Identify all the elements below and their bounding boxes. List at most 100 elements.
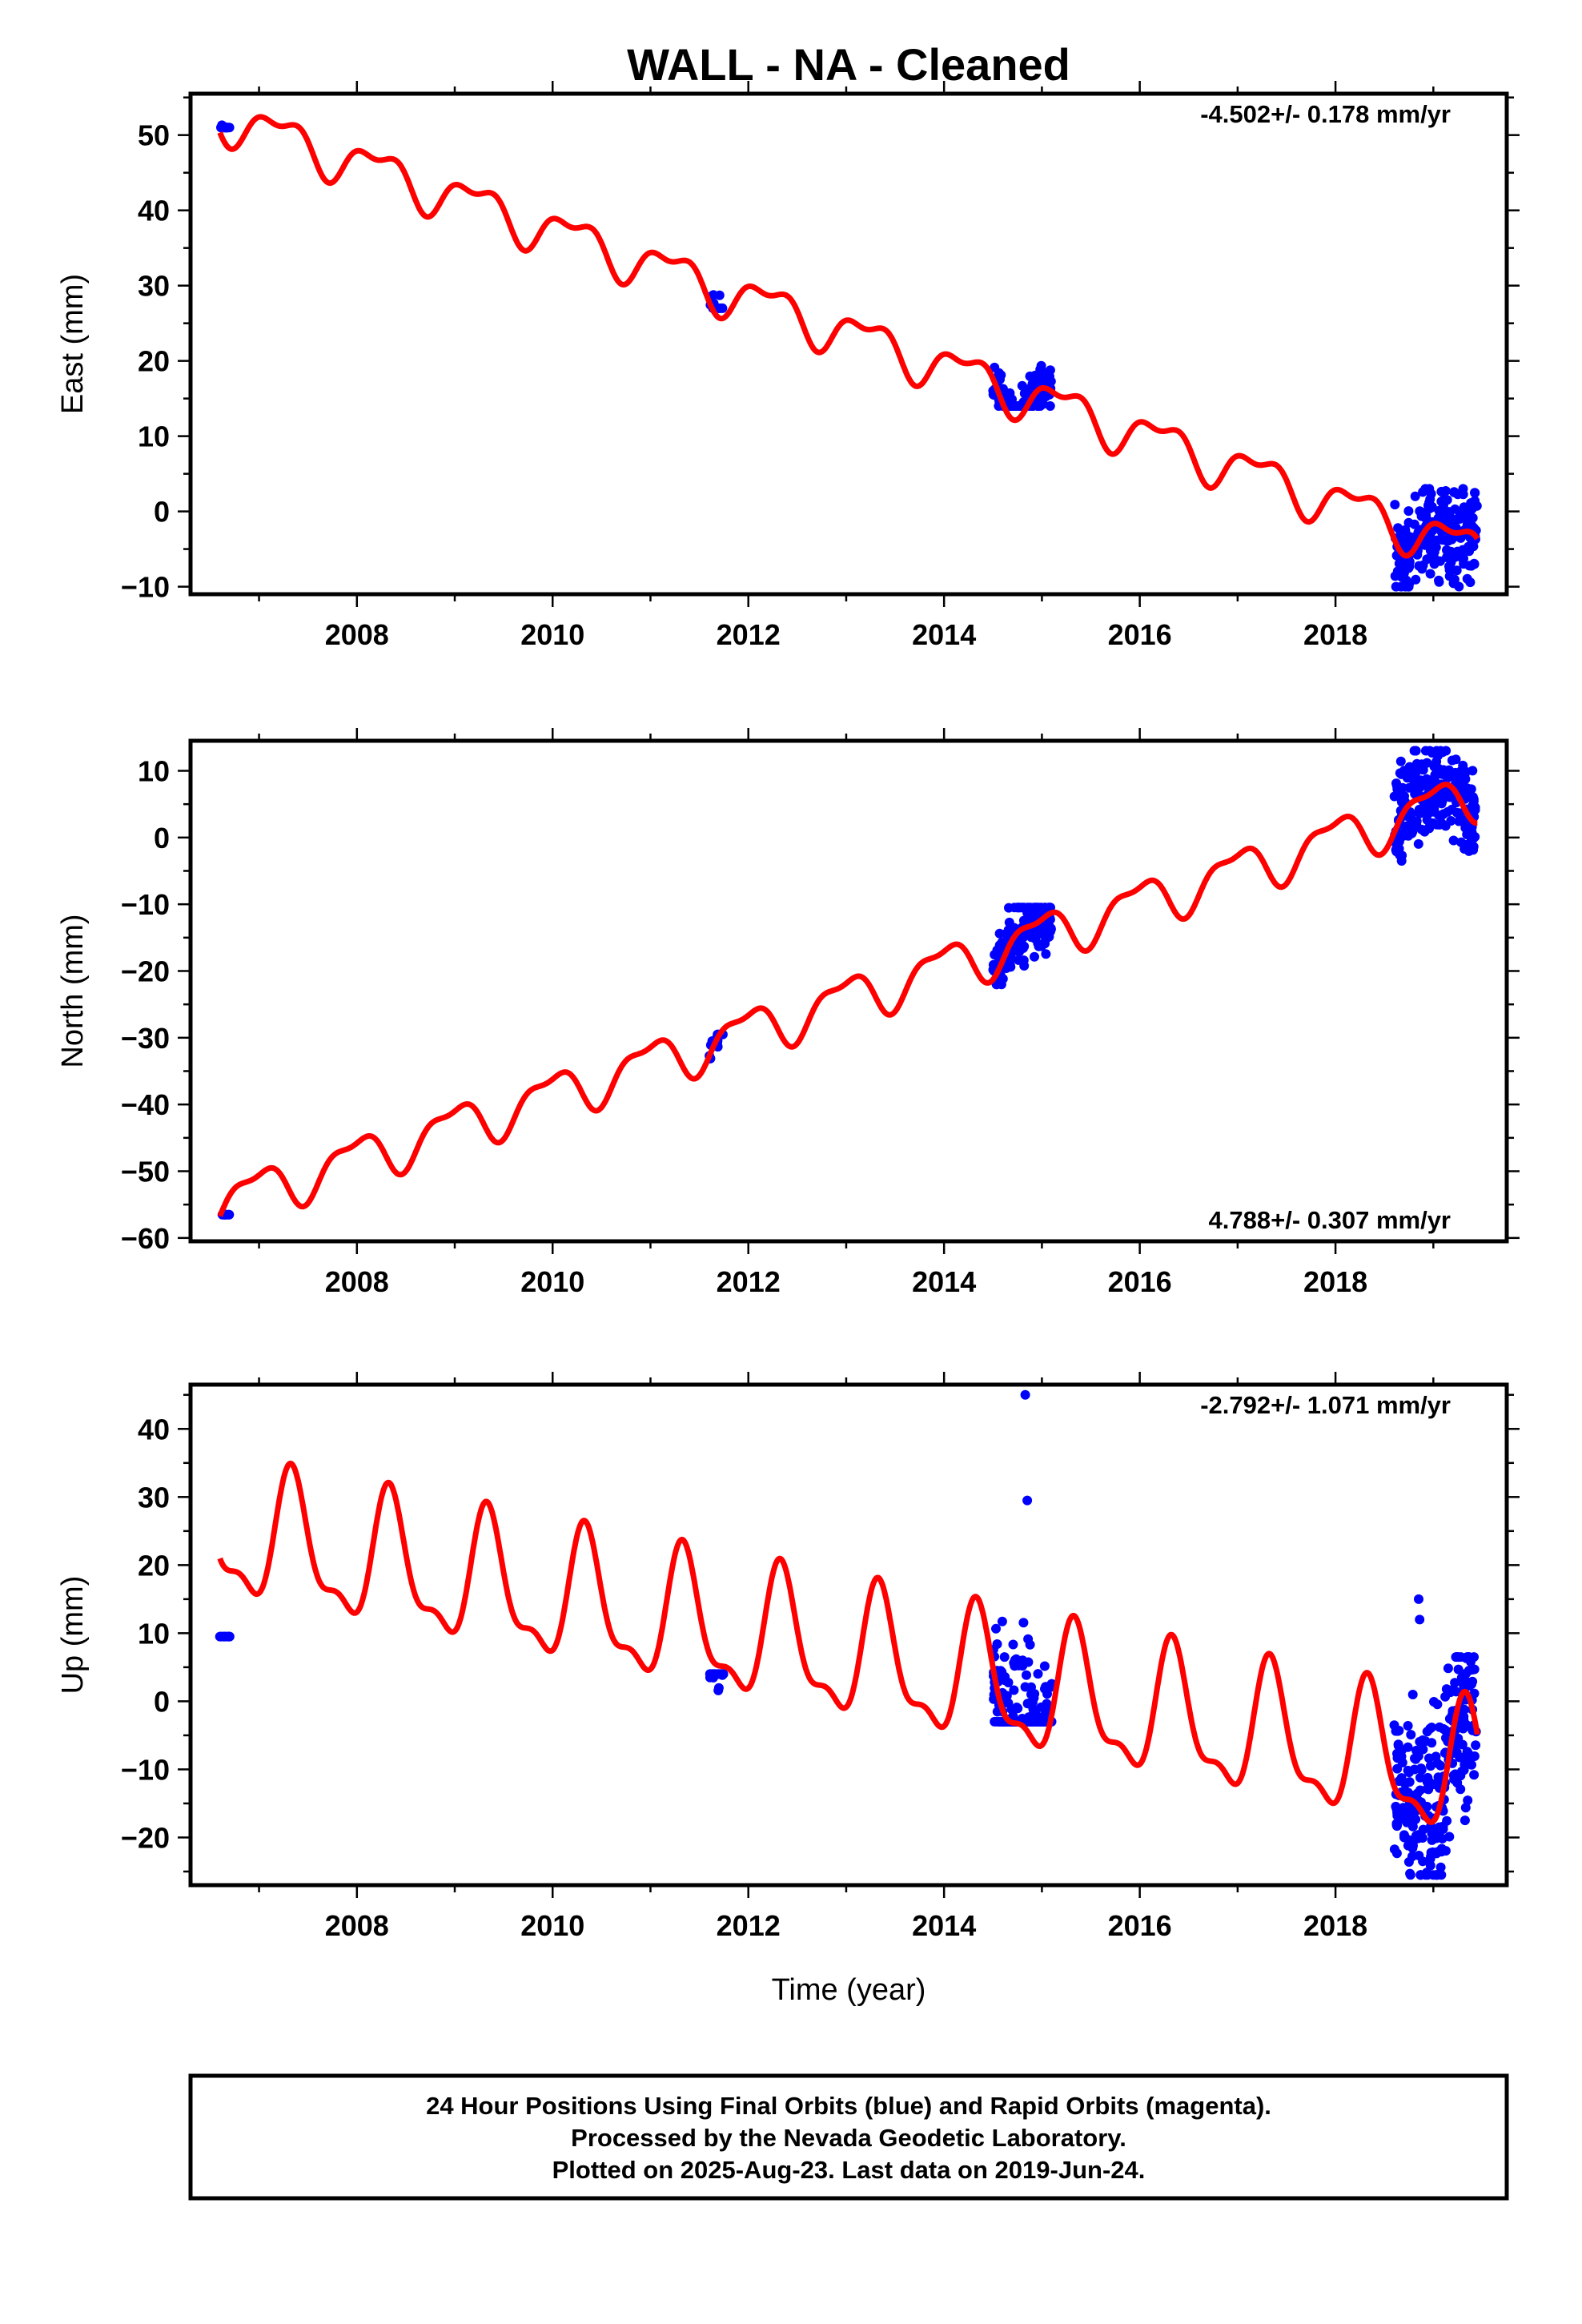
up-data-point (1447, 1685, 1457, 1695)
east-data-point (1417, 564, 1427, 574)
up-x-tick-label: 2016 (1108, 1909, 1172, 1942)
east-data-point (1449, 574, 1460, 585)
up-y-tick-label: 0 (154, 1685, 170, 1718)
up-data-point (1404, 1767, 1414, 1778)
east-data-point (1452, 565, 1462, 576)
east-data-point (1457, 505, 1468, 516)
north-data-point (1423, 808, 1434, 818)
east-data-point (1444, 561, 1454, 572)
up-data-point (1418, 1824, 1428, 1835)
east-frame (188, 91, 1509, 597)
north-data-point (1395, 756, 1406, 766)
east-data-point (996, 370, 1006, 380)
east-data-point (1425, 530, 1435, 541)
up-data-point (1469, 1664, 1480, 1675)
north-data-point (1433, 750, 1443, 761)
north-data-point (1040, 939, 1050, 949)
up-data-point (1403, 1721, 1413, 1731)
up-data-point (1456, 1771, 1466, 1781)
north-data-point (1002, 962, 1013, 972)
up-data-point (1389, 1844, 1399, 1855)
up-rate-text: -2.792+/- 1.071 mm/yr (1200, 1391, 1451, 1419)
east-y-tick-label: 0 (154, 496, 170, 529)
up-data-point (1440, 1691, 1451, 1702)
east-x-tick-label: 2018 (1303, 618, 1367, 651)
east-y-tick-label: 20 (138, 345, 170, 378)
east-data-point (1467, 501, 1477, 512)
north-x-tick-label: 2018 (1303, 1265, 1367, 1298)
north-data-point (1452, 770, 1462, 780)
east-y-tick-label: 30 (138, 270, 170, 303)
up-data-point (1039, 1661, 1050, 1671)
east-data-point (1449, 487, 1460, 497)
north-data-point (1416, 824, 1427, 834)
north-data-point (1402, 768, 1412, 778)
up-data-point (1460, 1803, 1471, 1813)
east-data-point (1458, 553, 1468, 564)
up-data-point (1407, 1839, 1416, 1850)
up-data-point (1018, 1655, 1028, 1666)
north-model-curve (217, 782, 1480, 1217)
up-data-point (1464, 1748, 1474, 1759)
up-data-point (1459, 1711, 1469, 1722)
east-x-tick-label: 2016 (1108, 618, 1172, 651)
up-data-point (1403, 1787, 1413, 1798)
east-y-axis-label: East (mm) (56, 274, 90, 414)
north-data-point (1041, 949, 1051, 959)
up-x-tick-label: 2008 (325, 1909, 389, 1942)
east-data-point (1440, 486, 1451, 496)
north-data-point (1399, 791, 1409, 802)
north-data-point (1448, 835, 1459, 846)
north-data-point (1026, 932, 1037, 943)
east-data-point (1468, 513, 1478, 523)
north-data-layer (217, 746, 1480, 1220)
up-data-point (1416, 1765, 1427, 1775)
east-data-point (1464, 546, 1475, 557)
north-data-point (1030, 903, 1041, 913)
up-y-tick-label: −10 (121, 1753, 170, 1786)
up-data-point (1431, 1751, 1441, 1762)
up-data-point (1451, 1652, 1461, 1663)
east-rate-text: -4.502+/- 0.178 mm/yr (1200, 100, 1451, 128)
up-data-point (1003, 1678, 1014, 1687)
up-data-point (1392, 1763, 1403, 1774)
east-data-point (1452, 546, 1463, 557)
east-data-point (1429, 559, 1439, 569)
up-y-axis-label: Up (mm) (56, 1576, 90, 1695)
east-data-point (1039, 368, 1050, 378)
up-data-point (1018, 1618, 1029, 1628)
up-data-point (1391, 1726, 1401, 1736)
north-data-point (1415, 808, 1426, 818)
north-data-point (1414, 760, 1424, 770)
up-panel: 2008 2010 2012 2014 2016 2018 −20 −10 0 10 20 30 40 U… (56, 1372, 1520, 1942)
up-data-point (1463, 1756, 1472, 1767)
north-panel: 2008 2010 2012 2014 2016 2018 −60 −50 −40 −30 −20 −… (56, 728, 1520, 1298)
up-frame (188, 1382, 1509, 1888)
up-data-point (1405, 1868, 1415, 1879)
east-data-point (1403, 517, 1414, 528)
north-y-tick-label: 0 (154, 822, 170, 854)
panels: 2008 2010 2012 2014 2016 2018−1001020304050Ea… (56, 81, 1520, 1942)
up-data-point (1026, 1682, 1036, 1692)
east-data-point (1450, 504, 1460, 514)
north-data-point (1002, 929, 1012, 939)
up-y-tick-label: 20 (138, 1549, 170, 1582)
up-data-point (1407, 1852, 1417, 1862)
east-data-point (990, 362, 1000, 372)
north-x-tick-label: 2016 (1108, 1265, 1172, 1298)
north-frame (188, 738, 1509, 1244)
east-data-point (1429, 547, 1439, 557)
north-y-tick-label: −30 (121, 1022, 170, 1055)
up-x-tick-label: 2012 (717, 1909, 781, 1942)
up-data-point (1443, 1663, 1453, 1674)
north-data-point (1468, 792, 1478, 802)
east-data-point (1447, 516, 1458, 526)
up-data-point (1023, 1634, 1034, 1644)
east-data-point (1443, 536, 1454, 546)
up-data-point (1413, 1833, 1423, 1844)
north-data-point (1458, 760, 1468, 770)
east-data-point (1456, 533, 1466, 543)
north-data-point (1019, 961, 1030, 971)
footer-line-2: Processed by the Nevada Geodetic Laborat… (571, 2124, 1126, 2152)
east-x-tick-label: 2012 (717, 618, 781, 651)
